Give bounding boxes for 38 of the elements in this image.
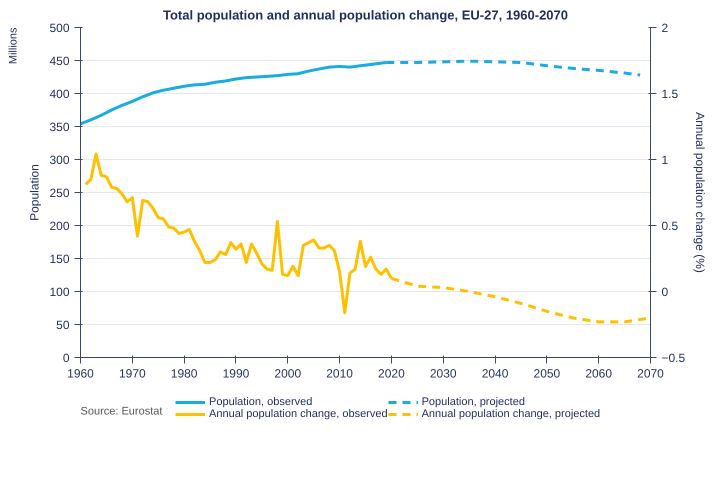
- x-tick-label: 2040: [482, 366, 509, 380]
- y-tick-label: 350: [49, 120, 70, 134]
- legend-label: Annual population change, projected: [422, 408, 600, 420]
- chart-title: Total population and annual population change, EU-27, 1960-2070: [163, 8, 568, 22]
- y2-tick-label: −0.5: [662, 351, 686, 365]
- y-tick-label: 100: [49, 285, 70, 299]
- x-tick-label: 2060: [585, 366, 612, 380]
- y-tick-label: 500: [49, 21, 70, 35]
- y-tick-label: 250: [49, 186, 70, 200]
- x-tick-label: 1990: [222, 366, 250, 380]
- x-tick-label: 2020: [378, 366, 406, 380]
- y-tick-label: 50: [56, 318, 70, 332]
- x-tick-label: 2070: [637, 366, 664, 380]
- y-axis-title: Population: [27, 164, 42, 221]
- y-tick-label: 450: [49, 54, 70, 68]
- x-tick-label: 1980: [170, 366, 198, 380]
- y-tick-label: 0: [62, 351, 70, 365]
- y-tick-label: 300: [49, 153, 70, 167]
- y-tick-label: 200: [49, 219, 70, 233]
- legend-label: Population, observed: [209, 396, 312, 408]
- y-tick-label: 150: [49, 252, 70, 266]
- y2-tick-label: 0.5: [662, 219, 679, 233]
- x-tick-label: 2010: [326, 366, 354, 380]
- x-tick-label: 1960: [67, 366, 94, 380]
- text: Millions: [8, 27, 20, 64]
- y2-axis-title: Annual population change (%): [693, 112, 708, 273]
- y2-tick-label: 1.5: [662, 87, 679, 101]
- y2-tick-label: 0: [662, 285, 668, 299]
- y2-tick-label: 1: [662, 153, 668, 167]
- legend-label: Annual population change, observed: [209, 408, 388, 420]
- legend-label: Population, projected: [422, 396, 525, 408]
- x-tick-label: 2050: [534, 366, 561, 380]
- y-tick-label: 400: [49, 87, 70, 101]
- x-tick-label: 2000: [274, 366, 302, 380]
- y2-tick-label: 2: [662, 21, 668, 35]
- x-tick-label: 1970: [118, 366, 146, 380]
- x-tick-label: 2030: [430, 366, 457, 380]
- source-note: Source: Eurostat: [80, 405, 162, 418]
